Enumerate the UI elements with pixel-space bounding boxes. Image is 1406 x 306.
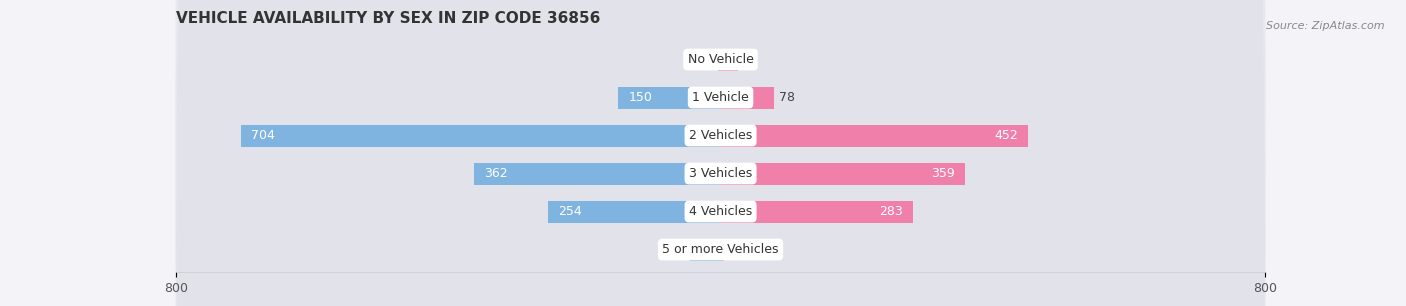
Text: Source: ZipAtlas.com: Source: ZipAtlas.com bbox=[1267, 21, 1385, 32]
Text: 254: 254 bbox=[558, 205, 582, 218]
Text: 150: 150 bbox=[628, 91, 652, 104]
Text: 2 Vehicles: 2 Vehicles bbox=[689, 129, 752, 142]
FancyBboxPatch shape bbox=[176, 0, 1265, 306]
Text: 4 Vehicles: 4 Vehicles bbox=[689, 205, 752, 218]
Text: 283: 283 bbox=[879, 205, 903, 218]
FancyBboxPatch shape bbox=[176, 0, 1265, 306]
FancyBboxPatch shape bbox=[176, 0, 1265, 306]
Text: 5: 5 bbox=[730, 243, 737, 256]
Text: VEHICLE AVAILABILITY BY SEX IN ZIP CODE 36856: VEHICLE AVAILABILITY BY SEX IN ZIP CODE … bbox=[176, 11, 600, 26]
FancyBboxPatch shape bbox=[176, 0, 1265, 306]
FancyBboxPatch shape bbox=[176, 0, 1265, 306]
Text: 1 Vehicle: 1 Vehicle bbox=[692, 91, 749, 104]
Text: 45: 45 bbox=[669, 243, 685, 256]
Text: 359: 359 bbox=[931, 167, 955, 180]
Text: 362: 362 bbox=[484, 167, 508, 180]
Bar bbox=[690, 238, 721, 260]
Text: 452: 452 bbox=[994, 129, 1018, 142]
Bar bbox=[721, 87, 773, 109]
Bar bbox=[721, 200, 914, 222]
Bar bbox=[547, 200, 721, 222]
Text: 3 Vehicles: 3 Vehicles bbox=[689, 167, 752, 180]
Bar bbox=[619, 87, 721, 109]
Text: 704: 704 bbox=[252, 129, 276, 142]
Text: No Vehicle: No Vehicle bbox=[688, 53, 754, 66]
Bar bbox=[721, 125, 1028, 147]
Text: 5 or more Vehicles: 5 or more Vehicles bbox=[662, 243, 779, 256]
Bar bbox=[474, 162, 721, 185]
Bar bbox=[721, 48, 738, 71]
Bar bbox=[721, 162, 965, 185]
Text: 25: 25 bbox=[742, 53, 759, 66]
Bar bbox=[242, 125, 721, 147]
Bar bbox=[721, 238, 724, 260]
Bar bbox=[718, 48, 721, 71]
Text: 78: 78 bbox=[779, 91, 796, 104]
Text: 4: 4 bbox=[704, 53, 713, 66]
FancyBboxPatch shape bbox=[176, 0, 1265, 306]
